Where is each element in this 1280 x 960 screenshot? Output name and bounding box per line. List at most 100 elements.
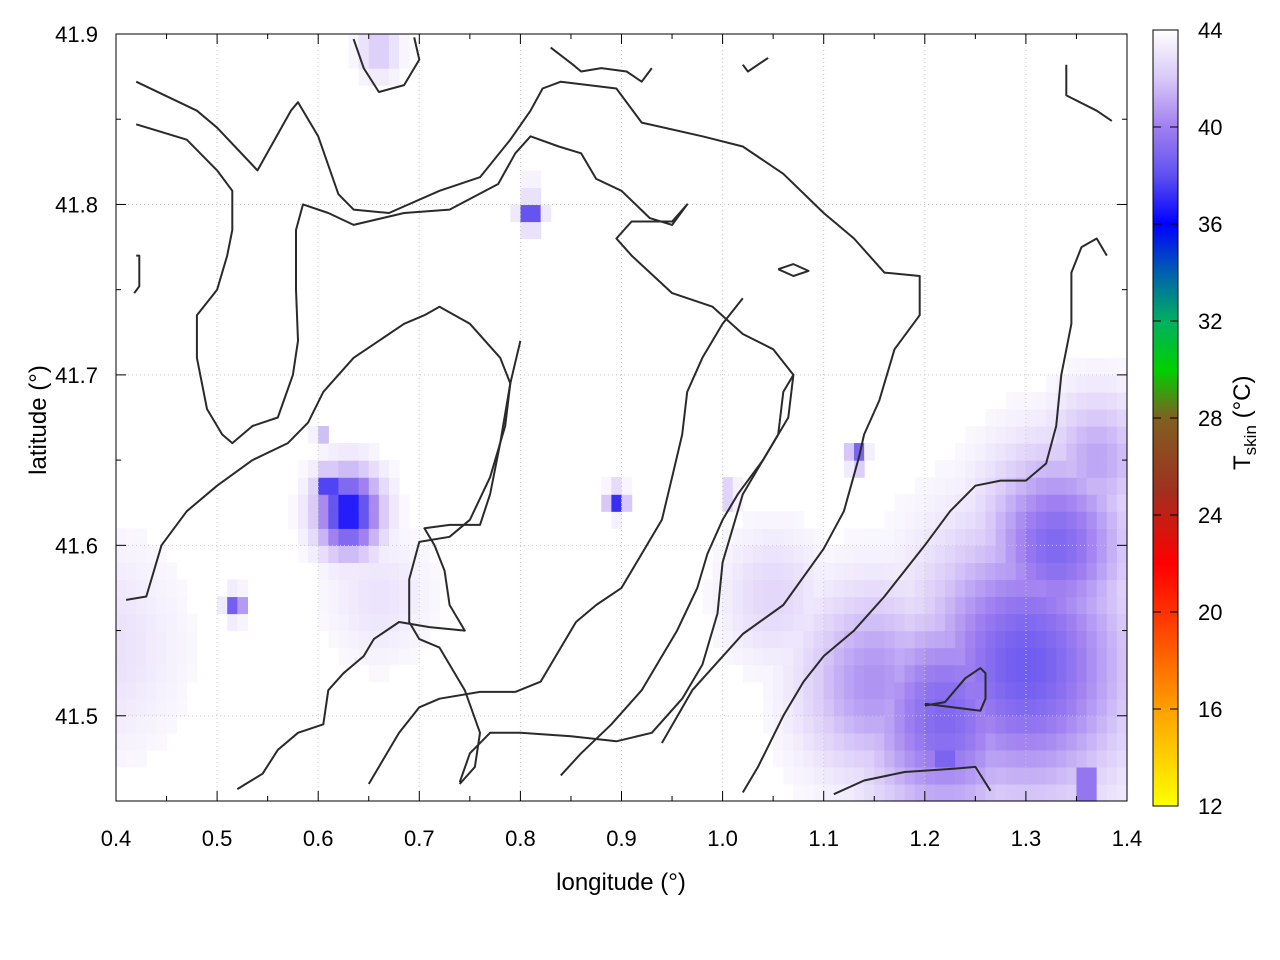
heatmap-cell (752, 579, 764, 598)
heatmap-cell (1096, 783, 1108, 802)
heatmap-cell (1036, 647, 1047, 666)
heatmap-cell (934, 613, 946, 632)
heatmap-cell (975, 426, 987, 444)
heatmap-cell (793, 630, 805, 649)
heatmap-cell (732, 494, 744, 512)
heatmap-cell (894, 596, 906, 615)
heatmap-cell (793, 596, 805, 615)
heatmap-cell (621, 494, 633, 512)
heatmap-cell (166, 613, 178, 632)
heatmap-cell (934, 494, 946, 512)
x-tick-label: 1.2 (910, 826, 941, 851)
heatmap-cell (409, 647, 420, 666)
heatmap-cell (752, 511, 764, 529)
heatmap-cell (368, 545, 380, 563)
heatmap-cell (773, 613, 784, 632)
contour-line (833, 765, 992, 796)
heatmap-cell (945, 562, 956, 581)
heatmap-cell (1076, 426, 1088, 444)
heatmap-cell (833, 732, 845, 751)
heatmap-cell (924, 494, 936, 512)
heatmap-cell (429, 613, 441, 632)
contour-line (924, 667, 987, 712)
heatmap-cell (1076, 664, 1088, 683)
heatmap-cell (1056, 783, 1067, 802)
heatmap-cell (358, 51, 370, 69)
heatmap-cell (773, 732, 784, 751)
heatmap-cell (934, 732, 946, 751)
heatmap-cell (945, 647, 956, 666)
heatmap-cell (1116, 408, 1128, 427)
heatmap-cell (328, 613, 340, 632)
heatmap-cell (793, 766, 805, 785)
heatmap-cell (1046, 374, 1057, 393)
heatmap-cell (1106, 443, 1118, 461)
heatmap-cell (884, 630, 896, 649)
heatmap-cell (1116, 357, 1128, 376)
heatmap-cell (1116, 374, 1128, 393)
heatmap-cell (722, 494, 734, 512)
heatmap-cell (1116, 460, 1128, 478)
heatmap-cell (1086, 647, 1098, 666)
heatmap-cell (955, 647, 966, 666)
heatmap-cell (843, 613, 855, 632)
heatmap-cell (732, 579, 744, 598)
heatmap-cell (1096, 391, 1108, 410)
heatmap-cell (924, 545, 936, 563)
heatmap-cell (388, 494, 400, 512)
heatmap-cell (338, 545, 350, 563)
heatmap-cell (297, 477, 309, 495)
heatmap-cell (924, 630, 936, 649)
heatmap-cell (843, 698, 855, 717)
heatmap-cell (843, 460, 855, 478)
heatmap-cell (914, 732, 926, 751)
heatmap-cell (894, 698, 906, 717)
heatmap-cell (813, 664, 825, 683)
heatmap-cell (328, 511, 340, 529)
heatmap-cell (368, 579, 380, 598)
heatmap-cell (318, 596, 329, 615)
heatmap-cell (308, 545, 319, 563)
heatmap-cell (945, 613, 956, 632)
heatmap-cell (126, 630, 137, 649)
heatmap-cell (914, 545, 926, 563)
heatmap-cell (1046, 460, 1057, 478)
heatmap-cell (864, 732, 875, 751)
heatmap-cell (1025, 562, 1037, 581)
heatmap-cell (1076, 783, 1088, 802)
heatmap-cell (510, 204, 521, 223)
heatmap-cell (914, 528, 926, 546)
heatmap-cell (176, 579, 188, 598)
heatmap-cell (985, 664, 997, 683)
heatmap-cell (904, 732, 916, 751)
x-tick-label: 0.9 (606, 826, 637, 851)
heatmap-cell (995, 511, 1007, 529)
heatmap-cell (1066, 630, 1078, 649)
y-axis-ticks: 41.5 41.6 41.7 41.8 41.9 (55, 22, 1127, 729)
heatmap-cell (1116, 715, 1128, 734)
heatmap-cell (540, 204, 552, 223)
heatmap-cell (864, 630, 875, 649)
heatmap-cell (874, 596, 885, 615)
heatmap-cell (1066, 374, 1078, 393)
heatmap-cell (975, 749, 987, 768)
heatmap-cell (1076, 613, 1088, 632)
heatmap-cell (854, 545, 865, 563)
heatmap-cell (1036, 426, 1047, 444)
heatmap-cell (338, 613, 350, 632)
heatmap-cell (955, 732, 966, 751)
heatmap-cell (116, 596, 127, 615)
colorbar-tick-label: 40 (1198, 115, 1222, 140)
heatmap-cell (1005, 698, 1017, 717)
heatmap-cell (1106, 698, 1118, 717)
heatmap-cell (1046, 613, 1057, 632)
y-tick-label: 41.7 (55, 363, 98, 388)
heatmap-cell (338, 494, 350, 512)
heatmap-cell (1106, 494, 1118, 512)
heatmap-cell (965, 443, 976, 461)
heatmap-cell (813, 715, 825, 734)
heatmap-cell (388, 528, 400, 546)
heatmap-cell (368, 477, 380, 495)
heatmap-cell (186, 664, 198, 683)
heatmap-cell (985, 477, 997, 495)
